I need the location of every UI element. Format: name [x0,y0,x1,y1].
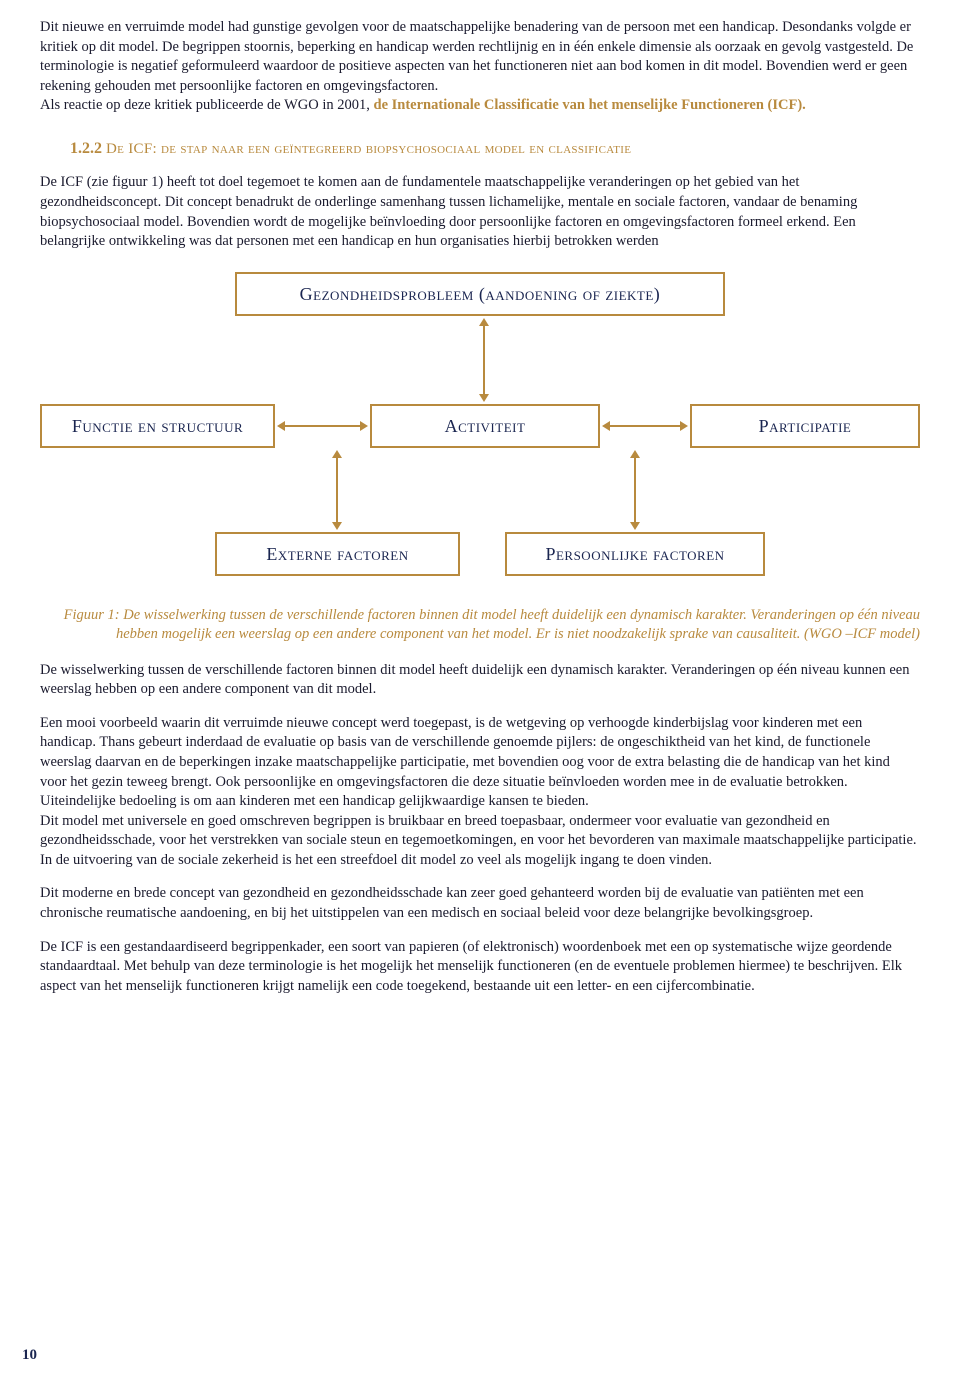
icf-diagram: Gezondheidsprobleem (aandoening of ziekt… [40,272,920,592]
arrowhead-icon [630,450,640,458]
arrowhead-icon [479,394,489,402]
section-heading: 1.2.2 De ICF: de stap naar een geïntegre… [70,138,920,160]
arrowhead-icon [479,318,489,326]
edge [608,425,682,427]
page-number: 10 [22,1345,37,1365]
paragraph-icf-intro: De ICF (zie figuur 1) heeft tot doel teg… [40,173,920,251]
text: Als reactie op deze kritiek publiceerde … [40,97,374,113]
paragraph-concept: Dit moderne en brede concept van gezondh… [40,884,920,923]
arrowhead-icon [332,450,342,458]
arrowhead-icon [630,522,640,530]
edge [336,456,338,524]
text: Dit nieuwe en verruimde model had gunsti… [40,19,913,94]
node-activiteit: Activiteit [370,404,600,448]
arrowhead-icon [680,421,688,431]
node-functie-structuur: Functie en structuur [40,404,275,448]
arrowhead-icon [360,421,368,431]
edge [283,425,362,427]
arrowhead-icon [602,421,610,431]
arrowhead-icon [277,421,285,431]
node-externe-factoren: Externe factoren [215,532,460,576]
heading-title: De ICF: de stap naar een geïntegreerd bi… [102,141,631,157]
figure-caption: Figuur 1: De wisselwerking tussen de ver… [40,606,920,645]
text: Een mooi voorbeeld waarin dit verruimde … [40,715,890,809]
highlight-text: de Internationale Classificatie van het … [374,97,806,113]
heading-number: 1.2.2 [70,140,102,157]
edge [634,456,636,524]
arrowhead-icon [332,522,342,530]
paragraph-intro: Dit nieuwe en verruimde model had gunsti… [40,18,920,116]
node-persoonlijke-factoren: Persoonlijke factoren [505,532,765,576]
node-participatie: Participatie [690,404,920,448]
paragraph-wisselwerking: De wisselwerking tussen de verschillende… [40,661,920,700]
paragraph-icf-kader: De ICF is een gestandaardiseerd begrippe… [40,938,920,997]
paragraph-voorbeeld: Een mooi voorbeeld waarin dit verruimde … [40,714,920,871]
node-gezondheidsprobleem: Gezondheidsprobleem (aandoening of ziekt… [235,272,725,316]
edge [483,324,485,396]
text: Dit model met universele en goed omschre… [40,813,917,868]
